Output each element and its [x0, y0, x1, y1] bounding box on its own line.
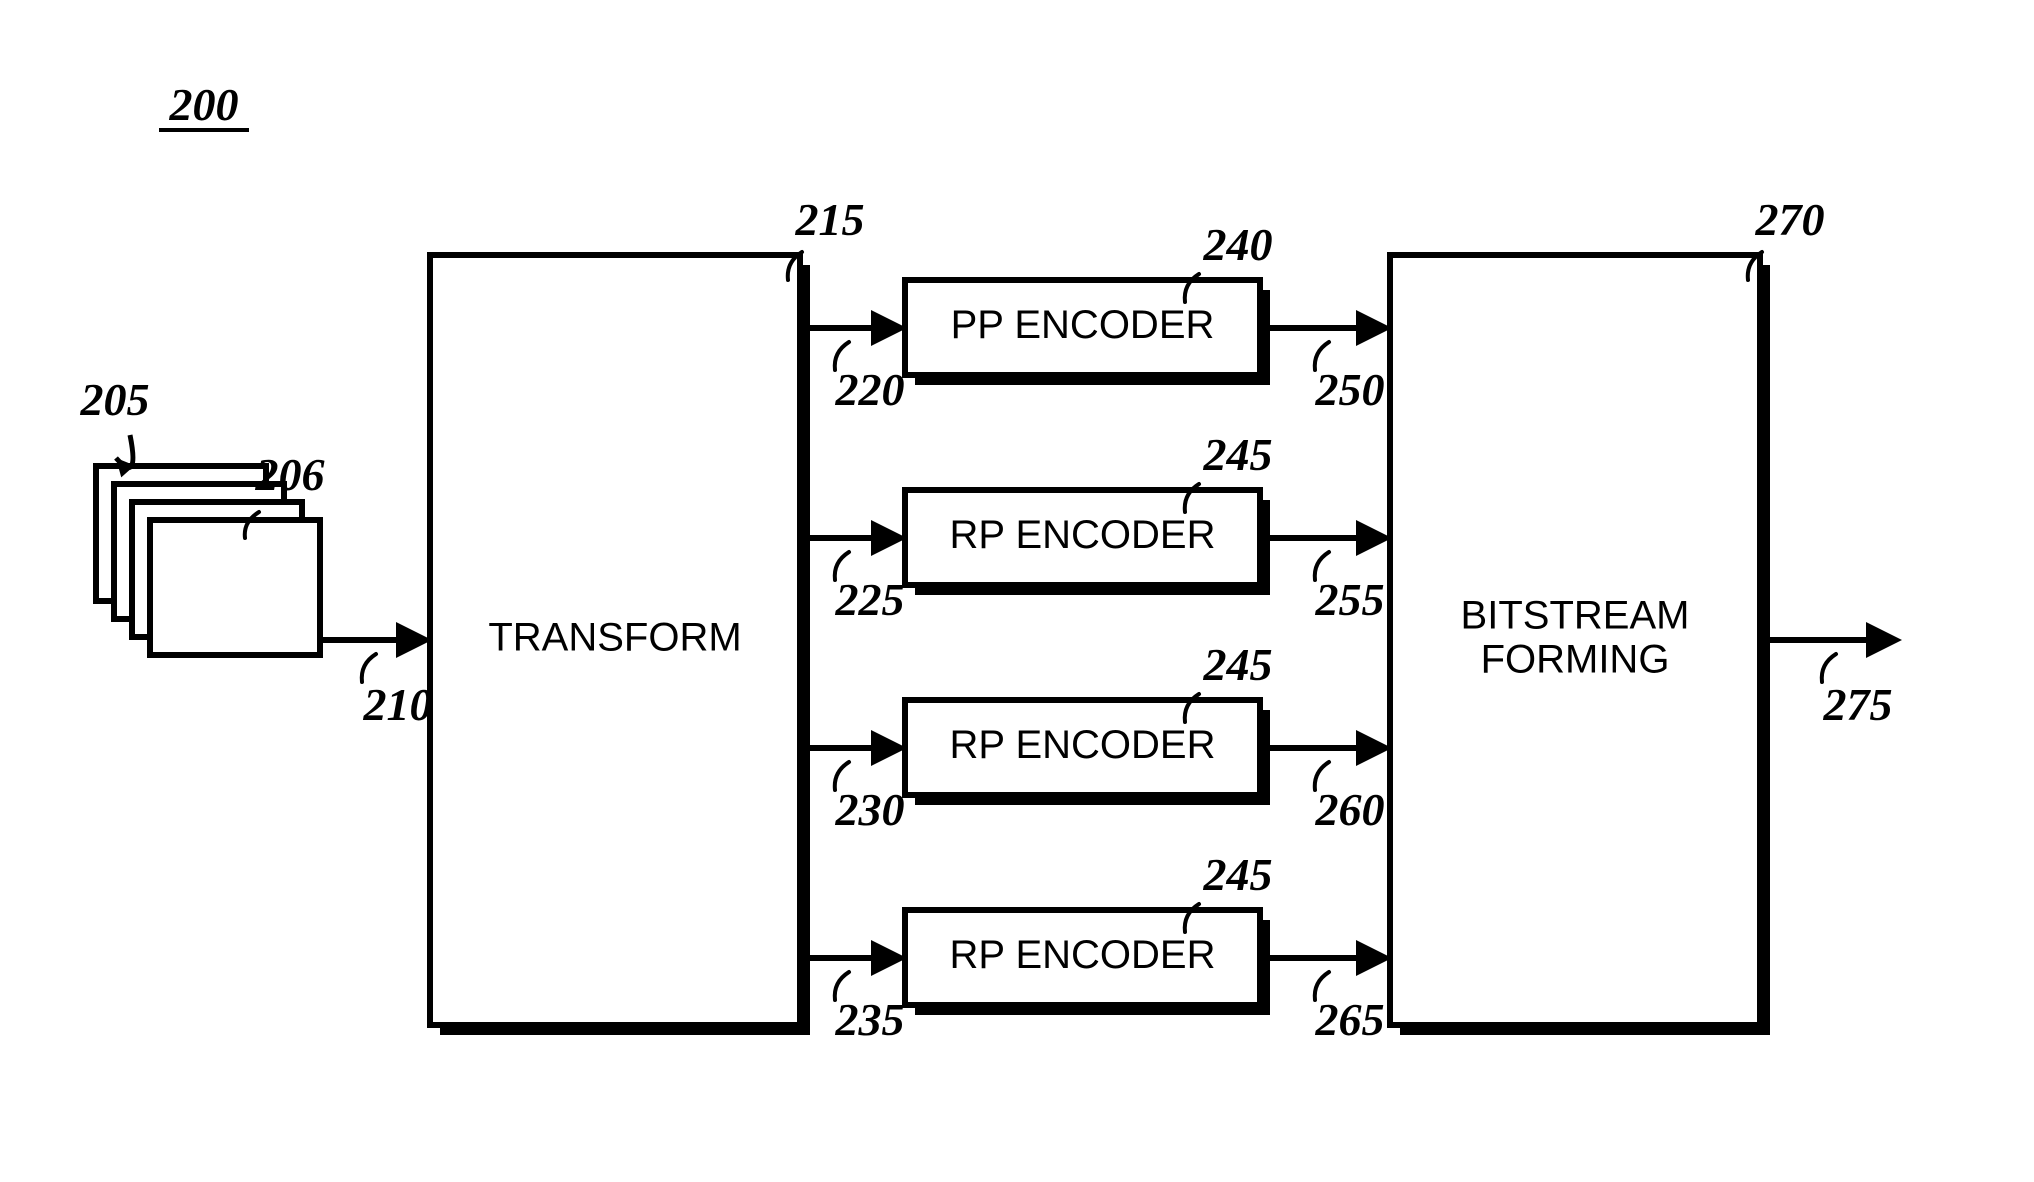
svg-text:260: 260: [1315, 784, 1385, 835]
svg-text:250: 250: [1315, 364, 1385, 415]
svg-text:RP ENCODER: RP ENCODER: [950, 513, 1216, 557]
svg-text:220: 220: [835, 364, 905, 415]
svg-text:RP ENCODER: RP ENCODER: [950, 933, 1216, 977]
diagram-canvas: 200 205 206 TRANSFORM 215 PP ENCODER 240 R…: [0, 0, 2034, 1182]
svg-text:245: 245: [1203, 639, 1273, 690]
svg-text:235: 235: [835, 994, 905, 1045]
rp-encoder-block-2: RP ENCODER 245: [905, 639, 1273, 805]
svg-text:275: 275: [1823, 679, 1893, 730]
svg-text:255: 255: [1315, 574, 1385, 625]
bitstream-forming-block: BITSTREAMFORMING 270: [1390, 194, 1825, 1035]
svg-text:210: 210: [363, 679, 433, 730]
svg-text:270: 270: [1755, 194, 1825, 245]
svg-text:245: 245: [1203, 429, 1273, 480]
svg-text:205: 205: [80, 374, 150, 425]
rp-encoder-block-1: RP ENCODER 245: [905, 429, 1273, 595]
transform-block: TRANSFORM 215: [430, 194, 865, 1035]
svg-text:FORMING: FORMING: [1481, 638, 1670, 682]
svg-text:TRANSFORM: TRANSFORM: [488, 616, 741, 660]
figure-ref-label: 200: [169, 79, 239, 130]
ref-205: 205: [80, 374, 150, 477]
rp-encoder-block-3: RP ENCODER 245: [905, 849, 1273, 1015]
svg-text:206: 206: [255, 449, 325, 500]
svg-text:215: 215: [795, 194, 865, 245]
svg-text:240: 240: [1203, 219, 1273, 270]
svg-text:RP ENCODER: RP ENCODER: [950, 723, 1216, 767]
svg-text:265: 265: [1315, 994, 1385, 1045]
pp-encoder-block: PP ENCODER 240: [905, 219, 1273, 385]
svg-text:245: 245: [1203, 849, 1273, 900]
svg-text:PP ENCODER: PP ENCODER: [951, 303, 1215, 347]
svg-text:BITSTREAM: BITSTREAM: [1461, 594, 1690, 638]
svg-text:230: 230: [835, 784, 905, 835]
svg-text:225: 225: [835, 574, 905, 625]
